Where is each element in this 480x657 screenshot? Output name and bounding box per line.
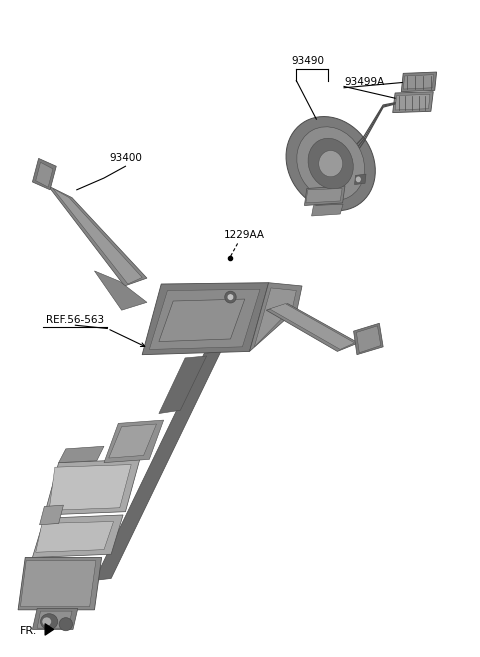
Polygon shape — [44, 459, 140, 515]
Text: 93499A: 93499A — [344, 77, 384, 87]
Polygon shape — [53, 189, 142, 284]
Ellipse shape — [286, 116, 375, 211]
FancyArrowPatch shape — [45, 624, 53, 635]
Polygon shape — [49, 464, 131, 510]
Ellipse shape — [319, 150, 343, 177]
Ellipse shape — [40, 614, 58, 629]
Polygon shape — [312, 204, 343, 216]
Polygon shape — [403, 75, 434, 89]
Polygon shape — [159, 356, 206, 413]
Polygon shape — [59, 446, 104, 463]
Polygon shape — [250, 283, 302, 351]
Polygon shape — [270, 304, 355, 350]
Polygon shape — [354, 323, 383, 355]
Polygon shape — [149, 289, 260, 350]
Polygon shape — [36, 522, 114, 553]
Polygon shape — [357, 326, 381, 353]
Polygon shape — [104, 420, 164, 463]
Polygon shape — [393, 92, 433, 112]
Ellipse shape — [297, 127, 364, 200]
Text: 93490: 93490 — [291, 56, 324, 66]
Polygon shape — [33, 515, 123, 558]
Ellipse shape — [225, 291, 236, 303]
Polygon shape — [37, 611, 72, 628]
Polygon shape — [21, 560, 96, 606]
Polygon shape — [18, 558, 102, 610]
Polygon shape — [109, 424, 156, 458]
Polygon shape — [95, 351, 221, 580]
Polygon shape — [48, 186, 147, 286]
Polygon shape — [159, 299, 245, 342]
Polygon shape — [142, 283, 269, 355]
Text: FR.: FR. — [20, 625, 37, 636]
Polygon shape — [39, 505, 63, 525]
Polygon shape — [95, 271, 147, 310]
Polygon shape — [266, 304, 359, 351]
Polygon shape — [306, 189, 342, 203]
Text: REF.56-563: REF.56-563 — [46, 315, 105, 325]
Ellipse shape — [308, 138, 353, 189]
Text: 1229AA: 1229AA — [224, 230, 265, 240]
Ellipse shape — [59, 618, 72, 631]
Polygon shape — [401, 72, 437, 92]
Polygon shape — [33, 608, 78, 629]
Polygon shape — [36, 162, 53, 187]
Ellipse shape — [42, 617, 51, 626]
Ellipse shape — [227, 294, 234, 300]
Polygon shape — [254, 288, 296, 347]
Polygon shape — [33, 158, 56, 190]
Text: 93400: 93400 — [109, 153, 142, 163]
Ellipse shape — [356, 176, 361, 183]
Polygon shape — [304, 186, 345, 206]
Polygon shape — [355, 174, 366, 185]
Polygon shape — [395, 95, 430, 110]
